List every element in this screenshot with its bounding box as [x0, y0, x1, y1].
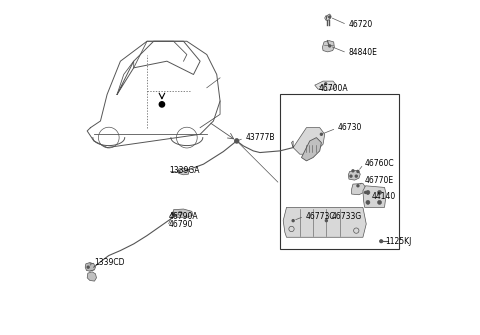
Bar	[280, 94, 399, 249]
Circle shape	[292, 220, 294, 222]
Circle shape	[87, 266, 89, 268]
Text: 1125KJ: 1125KJ	[385, 237, 411, 246]
Polygon shape	[323, 41, 335, 52]
Text: 46720: 46720	[348, 20, 372, 29]
Text: 46790: 46790	[169, 220, 193, 229]
Circle shape	[159, 102, 165, 107]
Text: 43777B: 43777B	[245, 133, 275, 142]
Circle shape	[357, 185, 359, 187]
Circle shape	[178, 171, 180, 173]
Circle shape	[357, 171, 359, 173]
Circle shape	[236, 140, 238, 142]
Polygon shape	[348, 170, 360, 180]
Text: 46733G: 46733G	[332, 212, 362, 221]
Text: 1339CD: 1339CD	[95, 258, 125, 267]
Text: 46760C: 46760C	[365, 159, 395, 168]
Polygon shape	[363, 186, 386, 207]
Polygon shape	[315, 81, 336, 90]
Polygon shape	[291, 128, 324, 154]
Circle shape	[172, 213, 174, 215]
Circle shape	[378, 201, 381, 204]
Circle shape	[378, 191, 381, 194]
Polygon shape	[85, 263, 96, 271]
Circle shape	[365, 191, 367, 193]
Circle shape	[367, 201, 369, 204]
Circle shape	[380, 240, 383, 243]
Text: 46773C: 46773C	[305, 212, 335, 221]
Text: 44140: 44140	[372, 192, 396, 201]
Text: 1339GA: 1339GA	[169, 166, 199, 175]
Circle shape	[324, 83, 327, 85]
Polygon shape	[301, 138, 322, 161]
Text: 46700A: 46700A	[318, 84, 348, 93]
Circle shape	[329, 45, 331, 47]
Circle shape	[350, 175, 352, 177]
Circle shape	[329, 16, 331, 18]
Text: 46790A: 46790A	[169, 212, 199, 221]
Text: 46770E: 46770E	[365, 176, 394, 185]
Circle shape	[355, 175, 357, 177]
Polygon shape	[178, 168, 189, 175]
Circle shape	[325, 220, 327, 222]
Circle shape	[352, 170, 354, 172]
Circle shape	[180, 170, 183, 172]
Text: 46730: 46730	[338, 123, 362, 132]
Circle shape	[380, 240, 382, 242]
Polygon shape	[352, 184, 366, 195]
Polygon shape	[173, 209, 193, 217]
Circle shape	[235, 139, 239, 143]
Polygon shape	[87, 272, 96, 281]
Circle shape	[367, 191, 369, 194]
Polygon shape	[283, 207, 366, 237]
Text: 84840E: 84840E	[348, 48, 377, 57]
Circle shape	[172, 212, 174, 214]
Polygon shape	[324, 14, 331, 21]
Circle shape	[320, 133, 323, 135]
